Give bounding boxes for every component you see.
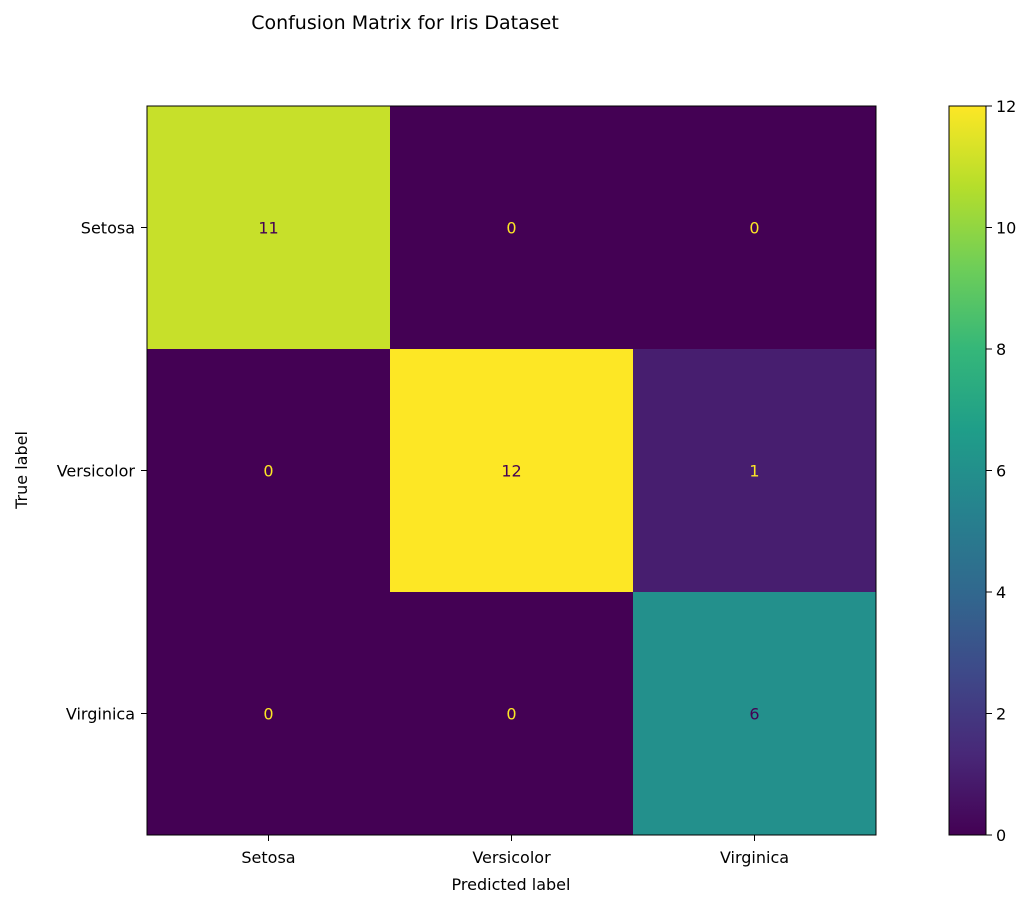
x-axis-label: Predicted label	[452, 875, 571, 894]
colorbar-tick-label: 12	[996, 97, 1016, 116]
matrix-cell-value: 0	[506, 705, 516, 724]
matrix-cell-value: 11	[258, 219, 278, 238]
matrix-cell-value: 0	[506, 219, 516, 238]
x-axis-ticks: Setosa Versicolor Virginica	[241, 835, 789, 867]
matrix-cell-value: 6	[749, 705, 759, 724]
y-axis-ticks: Setosa Versicolor Virginica	[57, 219, 147, 724]
colorbar-tick-label: 2	[996, 705, 1006, 724]
y-tick-label: Virginica	[66, 705, 135, 724]
matrix-cell-value: 12	[501, 462, 521, 481]
matrix-cell-value: 1	[749, 462, 759, 481]
colorbar-tick-label: 4	[996, 583, 1006, 602]
colorbar-tick-label: 0	[996, 826, 1006, 845]
colorbar-tick-label: 6	[996, 462, 1006, 481]
matrix-cell-value: 0	[263, 462, 273, 481]
matrix-cell-value: 0	[263, 705, 273, 724]
colorbar	[949, 106, 986, 835]
x-tick-label: Virginica	[720, 848, 789, 867]
colorbar-tick-label: 8	[996, 340, 1006, 359]
colorbar-ticks: 0 2 4 6 8 10 12	[986, 97, 1016, 845]
x-tick-label: Setosa	[241, 848, 295, 867]
colorbar-tick-label: 10	[996, 219, 1016, 238]
chart-title: Confusion Matrix for Iris Dataset	[251, 12, 559, 34]
matrix-cell-value: 0	[749, 219, 759, 238]
x-tick-label: Versicolor	[472, 848, 551, 867]
y-tick-label: Versicolor	[57, 462, 136, 481]
y-tick-label: Setosa	[81, 219, 135, 238]
y-axis-label: True label	[12, 431, 31, 510]
